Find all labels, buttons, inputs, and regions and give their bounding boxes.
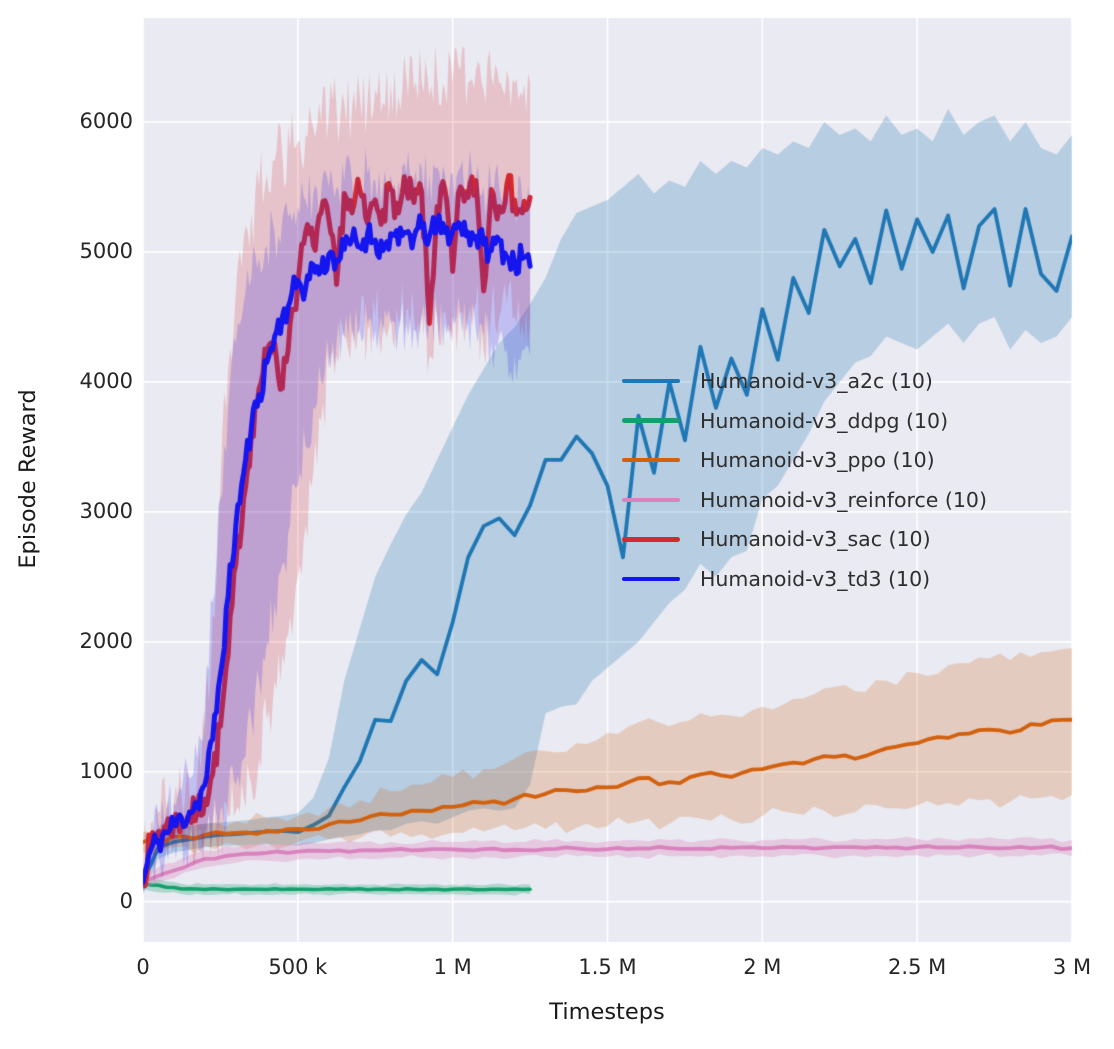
legend-item-ppo: Humanoid-v3_ppo (10): [622, 447, 935, 473]
legend-item-ddpg: Humanoid-v3_ddpg (10): [622, 408, 948, 434]
legend-label-sac: Humanoid-v3_sac (10): [700, 527, 931, 552]
legend-label-ddpg: Humanoid-v3_ddpg (10): [700, 408, 949, 433]
legend-label-a2c: Humanoid-v3_a2c (10): [700, 369, 933, 393]
legend-swatch-ppo: [622, 457, 680, 463]
y-tick-label: 2000: [79, 628, 133, 653]
y-tick-label: 3000: [79, 498, 133, 523]
x-tick-label: 500 k: [268, 955, 328, 979]
y-tick-label: 0: [119, 888, 133, 913]
y-tick-label: 4000: [79, 368, 133, 393]
x-tick-label: 0: [136, 955, 150, 979]
legend-swatch-reinforce: [622, 497, 680, 503]
legend-swatch-ddpg: [622, 418, 680, 423]
legend-swatch-a2c: [622, 378, 680, 384]
legend-item-sac: Humanoid-v3_sac (10): [622, 526, 931, 552]
legend-label-td3: Humanoid-v3_td3 (10): [700, 567, 931, 591]
x-tick-label: 1 M: [433, 955, 472, 979]
legend-label-reinforce: Humanoid-v3_reinforce (10): [700, 487, 987, 512]
y-tick-label: 6000: [79, 108, 133, 133]
x-tick-label: 3 M: [1052, 955, 1092, 979]
y-tick-label: 5000: [79, 238, 133, 263]
legend-item-reinforce: Humanoid-v3_reinforce (10): [622, 487, 987, 513]
legend-item-td3: Humanoid-v3_td3 (10): [622, 566, 930, 592]
x-axis-label: Timesteps: [549, 999, 665, 1025]
y-tick-label: 1000: [79, 758, 133, 783]
x-tick-label: 2.5 M: [888, 955, 947, 979]
x-tick-label: 1.5 M: [578, 955, 637, 979]
legend-swatch-sac: [622, 537, 680, 542]
y-axis-label: Episode Reward: [15, 389, 41, 569]
legend-swatch-td3: [622, 576, 680, 582]
legend-label-ppo: Humanoid-v3_ppo (10): [700, 448, 935, 473]
x-tick-label: 2 M: [743, 955, 782, 979]
legend-item-a2c: Humanoid-v3_a2c (10): [622, 368, 933, 394]
